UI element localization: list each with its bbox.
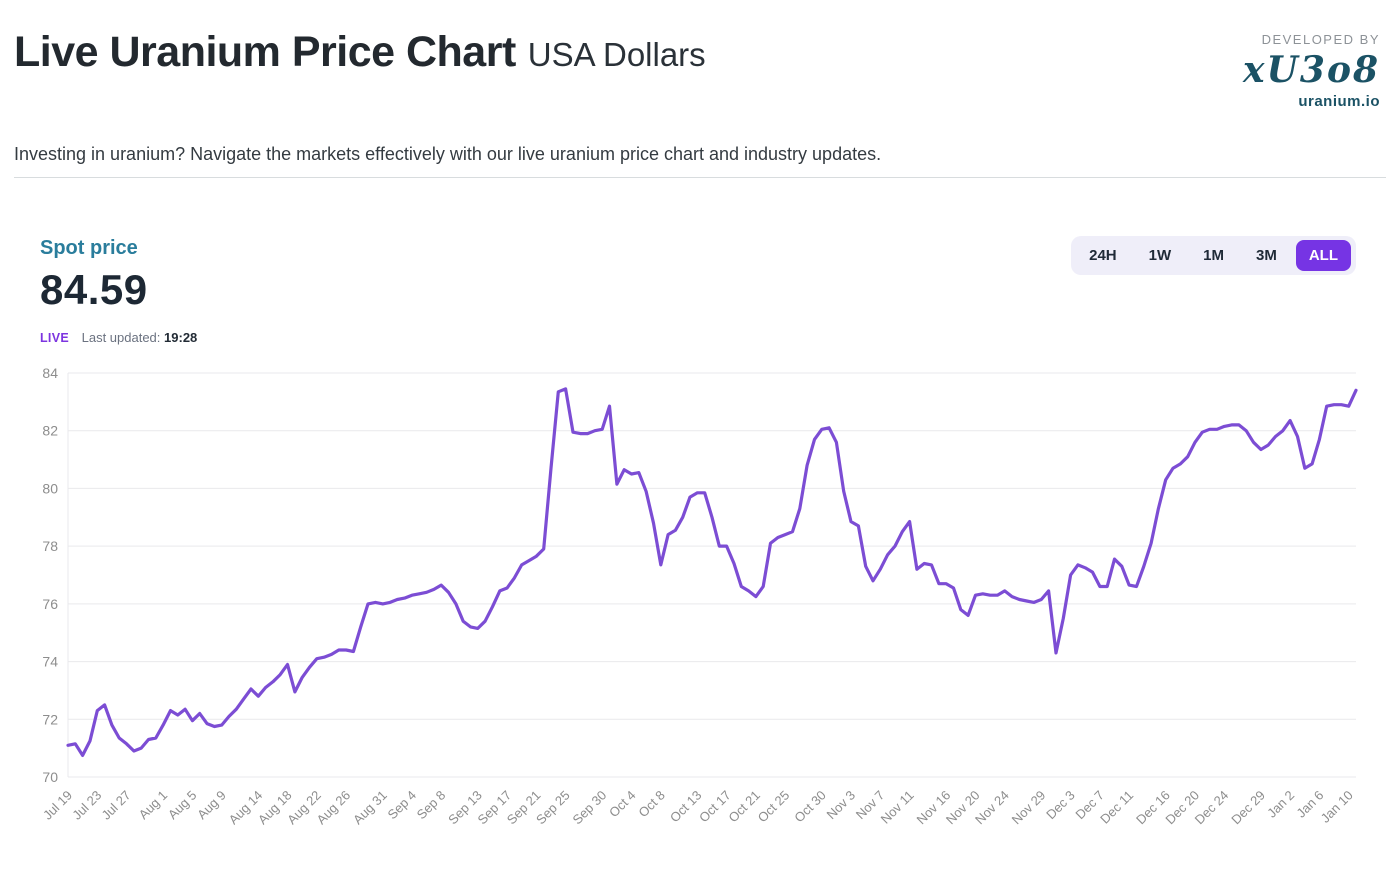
x-axis-label: Aug 31	[350, 788, 390, 828]
x-axis-label: Oct 21	[725, 788, 763, 826]
y-axis-label: 78	[42, 538, 58, 554]
x-axis-label: Aug 9	[194, 788, 229, 823]
x-axis-label: Sep 30	[570, 788, 610, 828]
x-axis-label: Dec 11	[1097, 788, 1136, 827]
page-title-row: Live Uranium Price Chart USA Dollars	[14, 26, 706, 88]
xu3o8-logo[interactable]: xU3o8	[1243, 49, 1380, 91]
x-axis-label: Nov 24	[972, 788, 1012, 828]
spot-price-value: 84.59	[40, 266, 148, 313]
x-axis-label: Jan 10	[1318, 788, 1356, 826]
developed-by-label: DEVELOPED BY	[1261, 32, 1380, 47]
x-axis-label: Jul 23	[69, 788, 104, 823]
spot-price-label: Spot price	[40, 237, 138, 259]
x-axis-label: Sep 4	[384, 788, 419, 823]
x-axis-label: Sep 8	[414, 788, 449, 823]
x-axis-label: Oct 25	[755, 788, 793, 826]
price-line	[66, 387, 1358, 757]
range-button-3m[interactable]: 3M	[1243, 240, 1290, 271]
x-axis-label: Jul 27	[98, 788, 133, 823]
x-axis-label: Oct 13	[667, 788, 705, 826]
range-button-24h[interactable]: 24H	[1076, 240, 1130, 271]
x-axis-label: Sep 25	[533, 788, 573, 828]
x-axis-label: Dec 29	[1228, 788, 1268, 828]
x-axis-label: Aug 26	[313, 788, 353, 828]
page-title: Live Uranium Price Chart	[14, 28, 516, 76]
last-updated-label: Last updated:	[81, 330, 161, 345]
y-axis-label: 74	[42, 654, 58, 670]
y-axis-label: 76	[42, 596, 58, 612]
range-button-all[interactable]: ALL	[1295, 240, 1351, 271]
range-button-1w[interactable]: 1W	[1136, 240, 1185, 271]
page-title-currency: USA Dollars	[527, 36, 706, 73]
y-axis-label: 72	[42, 711, 58, 727]
x-axis-label: Dec 24	[1192, 788, 1232, 828]
x-axis-label: Oct 30	[791, 788, 829, 826]
live-status-row: LIVE Last updated: 19:28	[40, 330, 197, 345]
header-divider	[14, 177, 1386, 178]
uranium-io-link[interactable]: uranium.io	[1298, 93, 1380, 110]
x-axis-label: Nov 3	[823, 788, 858, 823]
x-axis-label: Jul 19	[40, 788, 75, 823]
x-axis-label: Aug 5	[165, 788, 200, 823]
x-axis-label: Oct 8	[635, 788, 668, 821]
x-axis-label: Oct 4	[606, 788, 639, 821]
last-updated-time: 19:28	[164, 330, 198, 345]
y-axis-label: 70	[42, 769, 58, 785]
page-subtitle: Investing in uranium? Navigate the marke…	[14, 144, 882, 164]
range-button-1m[interactable]: 1M	[1190, 240, 1237, 271]
x-axis-label: Oct 17	[696, 788, 734, 826]
time-range-selector: 24H 1W 1M 3M ALL	[1071, 236, 1356, 275]
brand-block: DEVELOPED BY xU3o8 uranium.io	[1243, 32, 1380, 110]
y-axis-label: 80	[42, 480, 58, 496]
x-axis-label: Nov 11	[878, 788, 917, 827]
live-badge: LIVE	[40, 331, 69, 345]
y-axis-label: 84	[42, 365, 58, 381]
y-axis-label: 82	[42, 423, 58, 439]
x-axis-label: Aug 1	[136, 788, 171, 823]
x-axis-label: Jan 2	[1264, 788, 1297, 821]
x-axis-label: Dec 3	[1043, 788, 1078, 823]
x-axis-label: Nov 29	[1009, 788, 1049, 828]
